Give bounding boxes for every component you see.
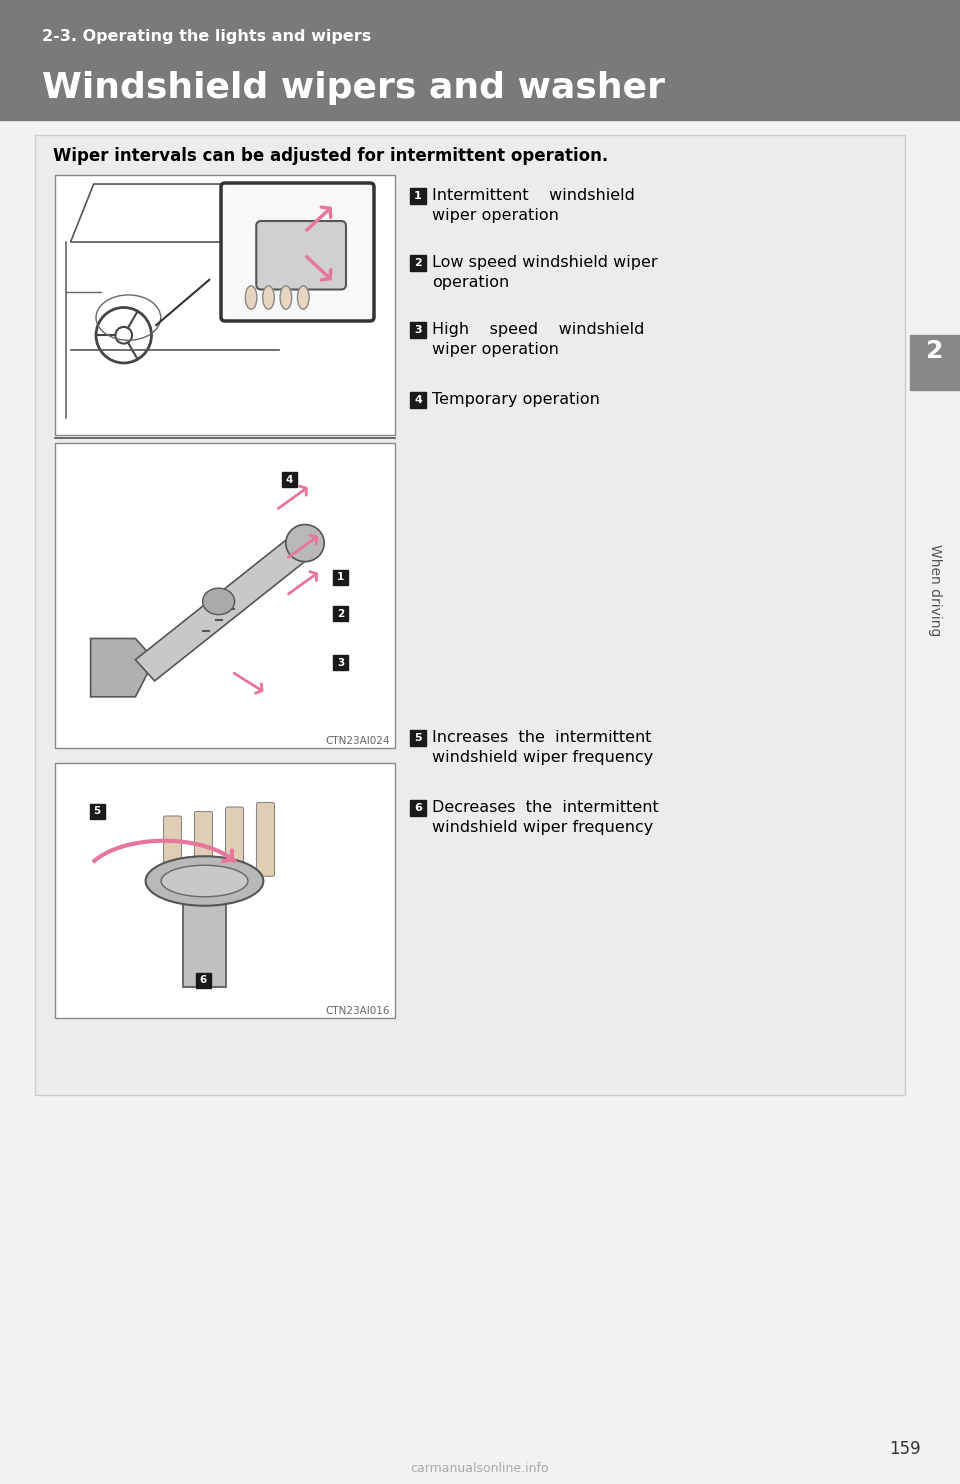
Ellipse shape [146,856,263,905]
Bar [35,135,905,1095]
Ellipse shape [161,865,248,896]
Text: 2: 2 [926,338,944,364]
Text: 4: 4 [286,475,294,485]
Ellipse shape [263,286,275,309]
Text: CTN23AI016: CTN23AI016 [325,1006,390,1017]
FancyBboxPatch shape [256,803,275,876]
Text: 4: 4 [414,395,422,405]
Bar [333,654,348,671]
Bar [410,322,426,338]
Text: Temporary operation: Temporary operation [432,392,600,407]
Text: 6: 6 [200,975,206,985]
Bar [55,175,395,435]
Bar [410,188,426,203]
Bar [55,763,395,1018]
FancyBboxPatch shape [163,816,181,876]
Text: CTN23AI024: CTN23AI024 [325,736,390,746]
Bar [410,730,426,746]
Bar [196,972,210,987]
Polygon shape [135,533,315,681]
Text: Intermittent    windshield
wiper operation: Intermittent windshield wiper operation [432,188,635,224]
Text: 3: 3 [414,325,421,335]
Bar [910,335,960,390]
Ellipse shape [280,286,292,309]
Text: Increases  the  intermittent
windshield wiper frequency: Increases the intermittent windshield wi… [432,730,653,766]
Text: Low speed windshield wiper
operation: Low speed windshield wiper operation [432,255,658,291]
Text: carmanualsonline.info: carmanualsonline.info [411,1462,549,1475]
Text: 1: 1 [337,573,345,582]
Text: 2: 2 [414,258,421,269]
Text: Wiper intervals can be adjusted for intermittent operation.: Wiper intervals can be adjusted for inte… [53,147,609,165]
Ellipse shape [298,286,309,309]
Bar [182,886,227,987]
Bar [89,803,105,819]
Text: 1: 1 [414,191,421,200]
Bar [55,444,395,748]
Bar [410,392,426,408]
Text: Decreases  the  intermittent
windshield wiper frequency: Decreases the intermittent windshield wi… [432,800,659,835]
Bar [282,472,297,487]
Text: Windshield wipers and washer: Windshield wipers and washer [42,71,665,105]
Bar [410,800,426,816]
Ellipse shape [286,524,324,561]
Text: 5: 5 [414,733,421,743]
Text: High    speed    windshield
wiper operation: High speed windshield wiper operation [432,322,644,358]
Text: 6: 6 [414,803,422,813]
FancyBboxPatch shape [256,221,346,289]
Ellipse shape [246,286,257,309]
Bar [333,607,348,622]
Bar [333,570,348,585]
FancyBboxPatch shape [195,812,212,876]
Polygon shape [90,638,155,697]
Text: 3: 3 [337,657,345,668]
Bar [410,255,426,272]
Text: When driving: When driving [928,543,942,637]
Ellipse shape [203,588,234,614]
Text: 159: 159 [889,1439,921,1457]
Text: 2: 2 [337,608,345,619]
FancyBboxPatch shape [226,807,244,876]
FancyBboxPatch shape [221,183,374,321]
Text: 5: 5 [93,806,101,816]
Text: 2-3. Operating the lights and wipers: 2-3. Operating the lights and wipers [42,30,372,45]
Bar [0,0,960,120]
